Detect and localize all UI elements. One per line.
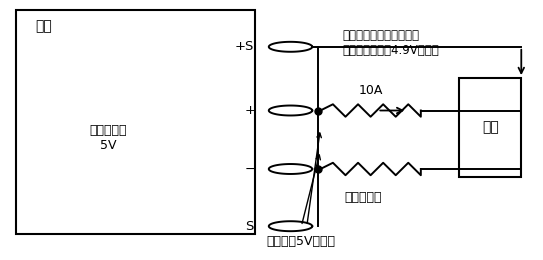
Polygon shape <box>269 164 312 174</box>
Text: +: + <box>244 104 255 117</box>
Text: 電源: 電源 <box>35 19 52 33</box>
Polygon shape <box>269 42 312 52</box>
Bar <box>459 78 521 177</box>
Text: 電線による電圧降下で、
負荷端の電圧は4.9Vとなる: 電線による電圧降下で、 負荷端の電圧は4.9Vとなる <box>343 29 439 57</box>
Text: 10A: 10A <box>358 84 383 98</box>
Text: 出力設定値
5V: 出力設定値 5V <box>90 124 128 152</box>
Polygon shape <box>269 221 312 231</box>
Text: 負荷: 負荷 <box>482 120 498 134</box>
Text: 電線の抵抗: 電線の抵抗 <box>345 191 382 204</box>
Polygon shape <box>269 106 312 115</box>
Text: この点が5Vとなる: この点が5Vとなる <box>266 235 335 248</box>
Bar <box>16 10 255 234</box>
Text: +S: +S <box>235 40 254 53</box>
Text: −: − <box>244 162 255 176</box>
Text: S: S <box>245 220 254 233</box>
